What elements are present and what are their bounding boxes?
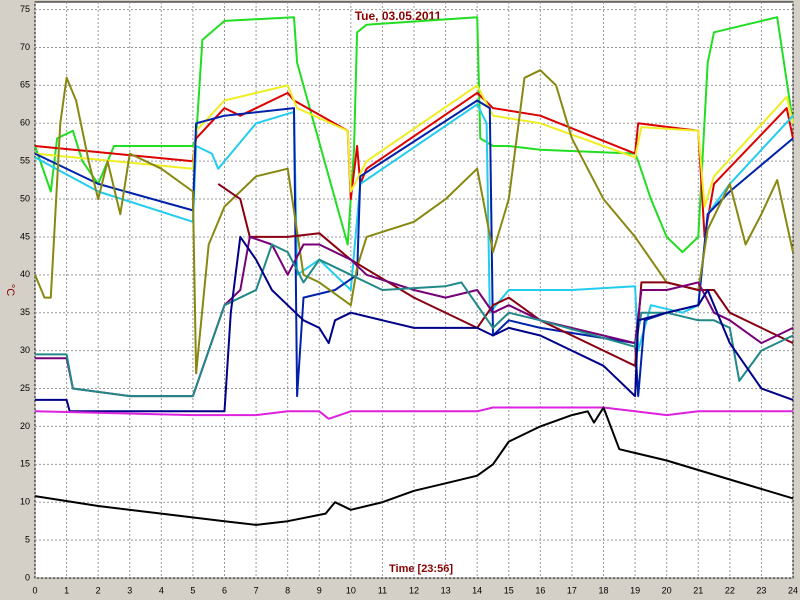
- y-tick-label: 25: [20, 383, 30, 393]
- x-tick-label: 11: [378, 585, 387, 595]
- series-line: [35, 243, 794, 398]
- x-tick-label: 4: [159, 585, 164, 595]
- x-tick-label: 5: [190, 585, 195, 595]
- y-tick-label: 60: [20, 118, 30, 128]
- y-tick-label: 35: [20, 307, 30, 317]
- y-tick-label: 15: [20, 459, 30, 469]
- series-line: [34, 91, 794, 238]
- y-tick-label: 55: [20, 156, 30, 166]
- x-tick-label: 16: [535, 585, 545, 595]
- x-tick-label: 10: [346, 585, 356, 595]
- x-tick-label: 13: [441, 585, 451, 595]
- x-tick-label: 14: [472, 585, 482, 595]
- series-line: [217, 183, 794, 367]
- series-line: [34, 406, 794, 526]
- y-tick-label: 10: [20, 497, 30, 507]
- y-tick-label: 20: [20, 421, 30, 431]
- series-line: [34, 103, 794, 352]
- y-axis-label: °C: [4, 284, 16, 296]
- x-tick-label: 20: [662, 585, 672, 595]
- chart-title: Tue, 03.05.2011: [355, 9, 442, 23]
- x-tick-label: 1: [64, 585, 69, 595]
- y-tick-label: 45: [20, 231, 30, 241]
- x-tick-label: 18: [598, 585, 608, 595]
- x-tick-label: 19: [630, 585, 640, 595]
- y-tick-label: 70: [20, 42, 30, 52]
- x-tick-label: 8: [285, 585, 290, 595]
- x-tick-label: 15: [504, 585, 514, 595]
- series-line: [34, 84, 794, 208]
- x-tick-label: 9: [317, 585, 322, 595]
- x-tick-label: 12: [409, 585, 419, 595]
- x-tick-label: 23: [756, 585, 766, 595]
- series-line: [35, 235, 794, 413]
- y-tick-label: 5: [25, 534, 30, 544]
- y-tick-label: 50: [20, 193, 30, 203]
- x-tick-label: 21: [693, 585, 703, 595]
- y-tick-label: 65: [20, 80, 30, 90]
- x-tick-label: 6: [222, 585, 227, 595]
- x-tick-label: 3: [127, 585, 132, 595]
- x-tick-label: 7: [254, 585, 259, 595]
- y-tick-label: 30: [20, 345, 30, 355]
- series-line: [34, 406, 793, 420]
- y-tick-label: 75: [20, 4, 30, 14]
- x-tick-label: 22: [725, 585, 735, 595]
- y-tick-label: 0: [25, 572, 30, 582]
- x-tick-label: 17: [567, 585, 577, 595]
- x-tick-label: 24: [788, 585, 798, 595]
- x-tick-label: 2: [96, 585, 101, 595]
- x-axis-label: Time [23:56]: [389, 563, 453, 575]
- series-line: [34, 16, 794, 254]
- x-tick-label: 0: [32, 585, 37, 595]
- y-tick-label: 40: [20, 269, 30, 279]
